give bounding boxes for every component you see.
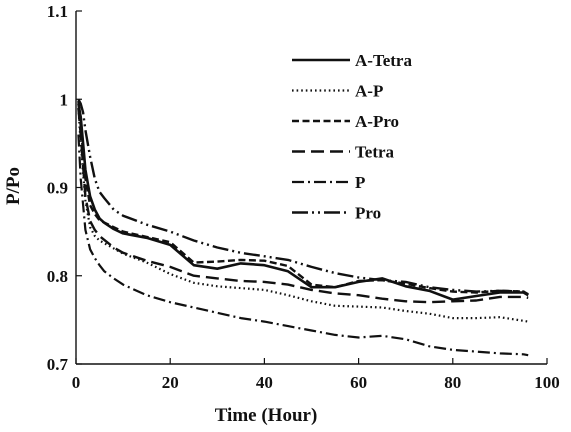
axes bbox=[75, 11, 547, 365]
x-tick-label: 20 bbox=[162, 373, 179, 392]
x-tick-label: 40 bbox=[256, 373, 273, 392]
series-line-p bbox=[77, 134, 529, 357]
legend-label: A-P bbox=[355, 82, 383, 101]
y-tick-label: 1.1 bbox=[47, 2, 68, 21]
series-layer bbox=[77, 98, 529, 357]
y-axis-title: P/Po bbox=[3, 167, 24, 205]
legend: A-Tetra A-P A-Pro Tetra P Pro bbox=[292, 51, 412, 223]
x-tick-label: 0 bbox=[72, 373, 81, 392]
legend-label: Tetra bbox=[355, 143, 395, 162]
series-line-tetra bbox=[77, 107, 529, 304]
y-tick-label: 0.9 bbox=[47, 179, 68, 198]
y-tick-label: 0.8 bbox=[47, 267, 68, 286]
series-line-a-p bbox=[77, 108, 529, 323]
legend-label: A-Pro bbox=[355, 112, 399, 131]
series-line-pro bbox=[77, 98, 529, 296]
legend-label: P bbox=[355, 173, 365, 192]
y-tick-label: 1 bbox=[60, 90, 69, 109]
series-line-a-tetra bbox=[77, 103, 529, 301]
legend-label: Pro bbox=[355, 204, 381, 223]
x-tick-label: 80 bbox=[444, 373, 461, 392]
x-tick-label: 100 bbox=[534, 373, 560, 392]
x-axis-title: Time (Hour) bbox=[215, 405, 318, 426]
legend-label: A-Tetra bbox=[355, 51, 412, 70]
y-tick-label: 0.7 bbox=[47, 355, 69, 374]
x-tick-label: 60 bbox=[350, 373, 367, 392]
series-line-a-pro bbox=[77, 100, 529, 296]
